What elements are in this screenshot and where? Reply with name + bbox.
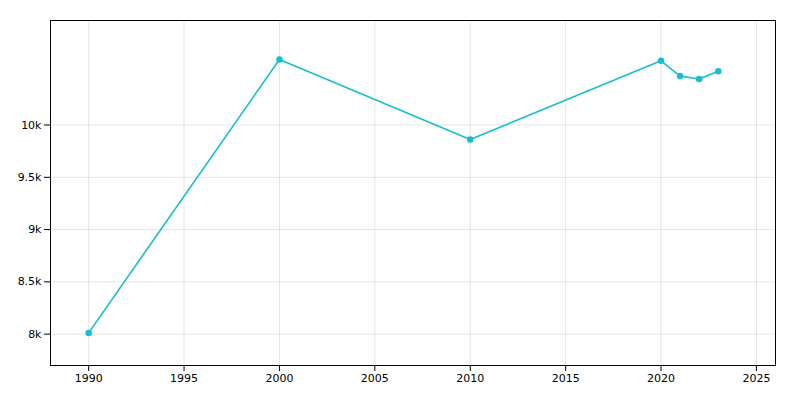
svg-text:1995: 1995 xyxy=(170,372,198,385)
svg-text:8.5k: 8.5k xyxy=(18,275,42,288)
svg-text:9k: 9k xyxy=(28,223,42,236)
svg-text:2025: 2025 xyxy=(742,372,770,385)
svg-text:2015: 2015 xyxy=(552,372,580,385)
svg-text:2000: 2000 xyxy=(265,372,293,385)
svg-text:2005: 2005 xyxy=(361,372,389,385)
svg-text:2020: 2020 xyxy=(647,372,675,385)
svg-text:2010: 2010 xyxy=(456,372,484,385)
svg-text:10k: 10k xyxy=(21,119,42,132)
svg-text:8k: 8k xyxy=(28,328,42,341)
svg-text:9.5k: 9.5k xyxy=(18,171,42,184)
svg-text:1990: 1990 xyxy=(75,372,103,385)
